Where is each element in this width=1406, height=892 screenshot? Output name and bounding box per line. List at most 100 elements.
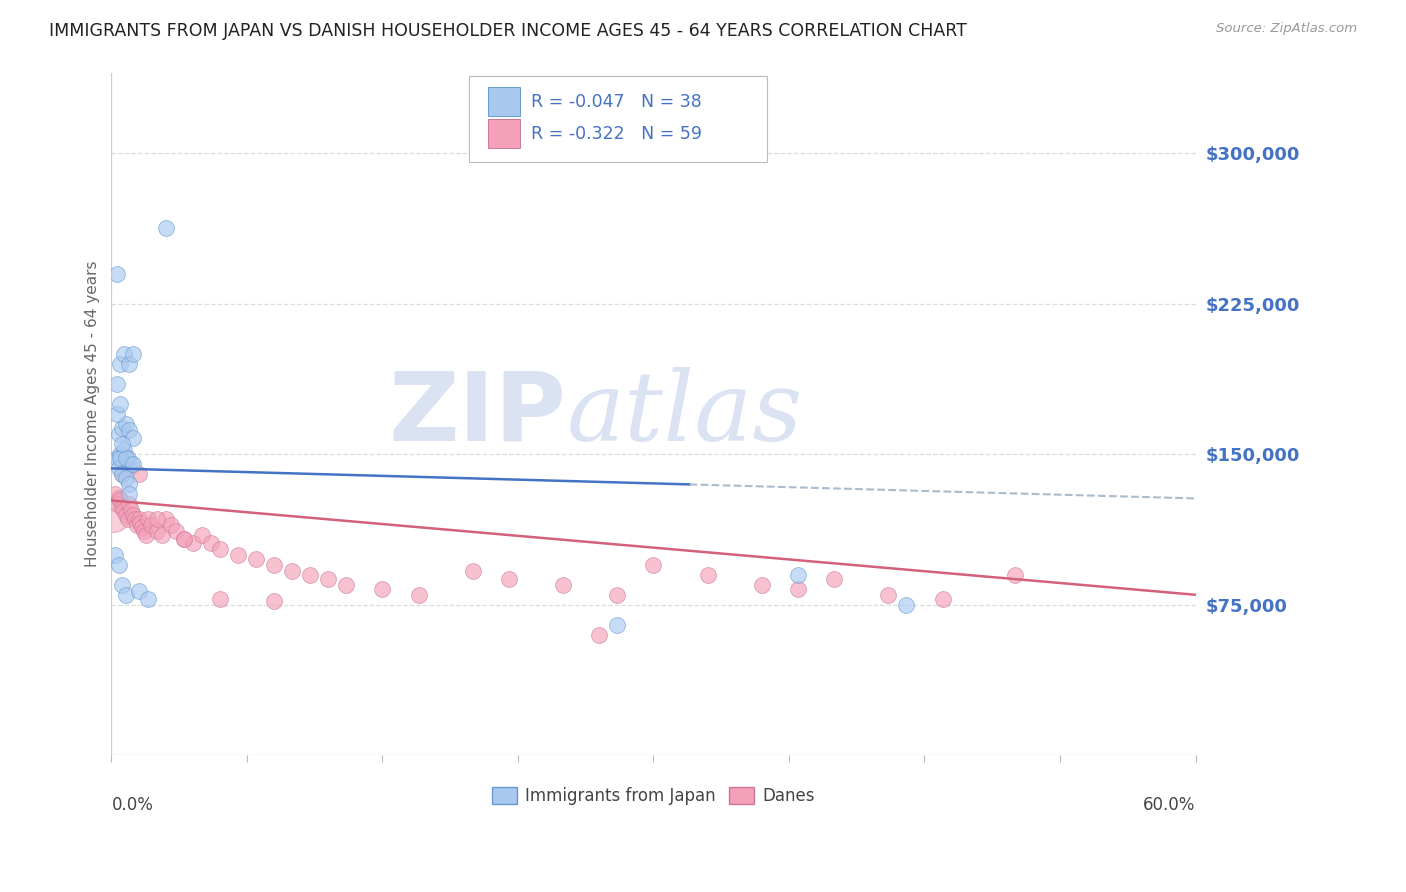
Text: IMMIGRANTS FROM JAPAN VS DANISH HOUSEHOLDER INCOME AGES 45 - 64 YEARS CORRELATIO: IMMIGRANTS FROM JAPAN VS DANISH HOUSEHOL… <box>49 22 967 40</box>
Point <box>408 588 430 602</box>
Point <box>877 588 900 602</box>
Point <box>107 461 129 475</box>
Point <box>107 427 129 442</box>
Point <box>104 548 127 562</box>
Point <box>226 548 249 562</box>
Point <box>115 508 138 522</box>
Point <box>200 535 222 549</box>
Point <box>299 567 322 582</box>
Point <box>111 578 134 592</box>
Point <box>107 558 129 572</box>
Point <box>122 508 145 522</box>
Point <box>160 517 183 532</box>
Point <box>118 461 141 475</box>
Point <box>107 491 129 506</box>
Point <box>104 487 127 501</box>
Point <box>606 588 628 602</box>
Point <box>263 594 285 608</box>
Point <box>335 578 357 592</box>
Point <box>120 458 142 472</box>
Point <box>371 582 394 596</box>
Point <box>118 477 141 491</box>
Point <box>120 503 142 517</box>
Point <box>105 267 128 281</box>
Point <box>132 524 155 538</box>
Point <box>643 558 665 572</box>
Text: Source: ZipAtlas.com: Source: ZipAtlas.com <box>1216 22 1357 36</box>
Legend: Immigrants from Japan, Danes: Immigrants from Japan, Danes <box>485 780 821 812</box>
Point <box>498 572 520 586</box>
Point <box>316 572 339 586</box>
Point <box>281 564 304 578</box>
Text: ZIP: ZIP <box>389 368 567 460</box>
Point <box>105 407 128 421</box>
Point <box>751 578 773 592</box>
Point <box>245 551 267 566</box>
Point <box>787 567 810 582</box>
Point <box>173 532 195 546</box>
Point <box>931 591 953 606</box>
Point <box>111 501 134 516</box>
Point <box>115 588 138 602</box>
Point <box>105 377 128 392</box>
Point <box>111 467 134 482</box>
FancyBboxPatch shape <box>488 87 520 116</box>
Point <box>122 458 145 472</box>
Point <box>145 511 167 525</box>
Point <box>110 357 132 371</box>
Point <box>1004 567 1026 582</box>
Text: 60.0%: 60.0% <box>1143 797 1195 814</box>
Point <box>122 431 145 445</box>
Point <box>588 628 610 642</box>
Point <box>155 511 177 525</box>
Text: 0.0%: 0.0% <box>111 797 153 814</box>
Point <box>263 558 285 572</box>
Point <box>111 467 134 482</box>
Point <box>105 451 128 466</box>
Point <box>823 572 845 586</box>
Point <box>125 517 148 532</box>
Y-axis label: Householder Income Ages 45 - 64 years: Householder Income Ages 45 - 64 years <box>86 261 100 567</box>
Point <box>136 511 159 525</box>
Point <box>115 471 138 485</box>
Point <box>110 493 132 508</box>
Point <box>145 524 167 538</box>
Point <box>208 541 231 556</box>
Point <box>115 417 138 432</box>
Point <box>128 467 150 482</box>
Point <box>173 532 195 546</box>
Point <box>135 527 157 541</box>
Point <box>181 535 204 549</box>
Point <box>110 447 132 461</box>
Point <box>112 503 135 517</box>
Text: R = -0.047   N = 38: R = -0.047 N = 38 <box>531 93 702 111</box>
Point <box>118 487 141 501</box>
Point <box>155 220 177 235</box>
Point <box>111 437 134 451</box>
Point <box>112 347 135 361</box>
Point <box>787 582 810 596</box>
Point <box>112 443 135 458</box>
Point <box>129 516 152 530</box>
Point <box>150 527 173 541</box>
Point <box>110 451 132 466</box>
Point <box>115 451 138 466</box>
Point <box>110 397 132 411</box>
Point <box>553 578 575 592</box>
Point <box>117 511 139 525</box>
Point <box>136 591 159 606</box>
Point <box>696 567 718 582</box>
Point <box>105 498 128 512</box>
Point <box>208 591 231 606</box>
Point <box>118 498 141 512</box>
Point <box>122 347 145 361</box>
Point <box>166 524 188 538</box>
Point <box>896 598 918 612</box>
Point <box>111 421 134 435</box>
Point <box>118 357 141 371</box>
Point <box>118 423 141 437</box>
FancyBboxPatch shape <box>470 77 768 161</box>
Point <box>461 564 484 578</box>
Point <box>131 519 153 533</box>
Point <box>117 451 139 466</box>
